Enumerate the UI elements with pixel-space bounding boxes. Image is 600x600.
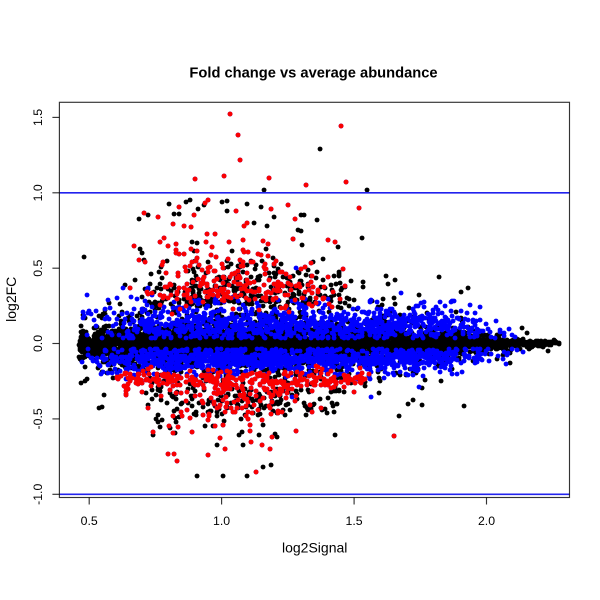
svg-text:0.0: 0.0 — [31, 335, 45, 352]
svg-text:1.0: 1.0 — [213, 514, 230, 528]
svg-text:Fold change vs average abundan: Fold change vs average abundance — [189, 65, 437, 81]
svg-text:2.0: 2.0 — [478, 514, 495, 528]
svg-text:log2Signal: log2Signal — [282, 539, 347, 555]
svg-text:log2FC: log2FC — [3, 277, 19, 322]
svg-text:-1.0: -1.0 — [31, 484, 45, 505]
svg-text:1.0: 1.0 — [31, 184, 45, 201]
svg-text:1.5: 1.5 — [346, 514, 363, 528]
svg-text:0.5: 0.5 — [31, 259, 45, 276]
svg-text:0.5: 0.5 — [81, 514, 98, 528]
svg-text:1.5: 1.5 — [31, 109, 45, 126]
svg-text:-0.5: -0.5 — [31, 408, 45, 429]
